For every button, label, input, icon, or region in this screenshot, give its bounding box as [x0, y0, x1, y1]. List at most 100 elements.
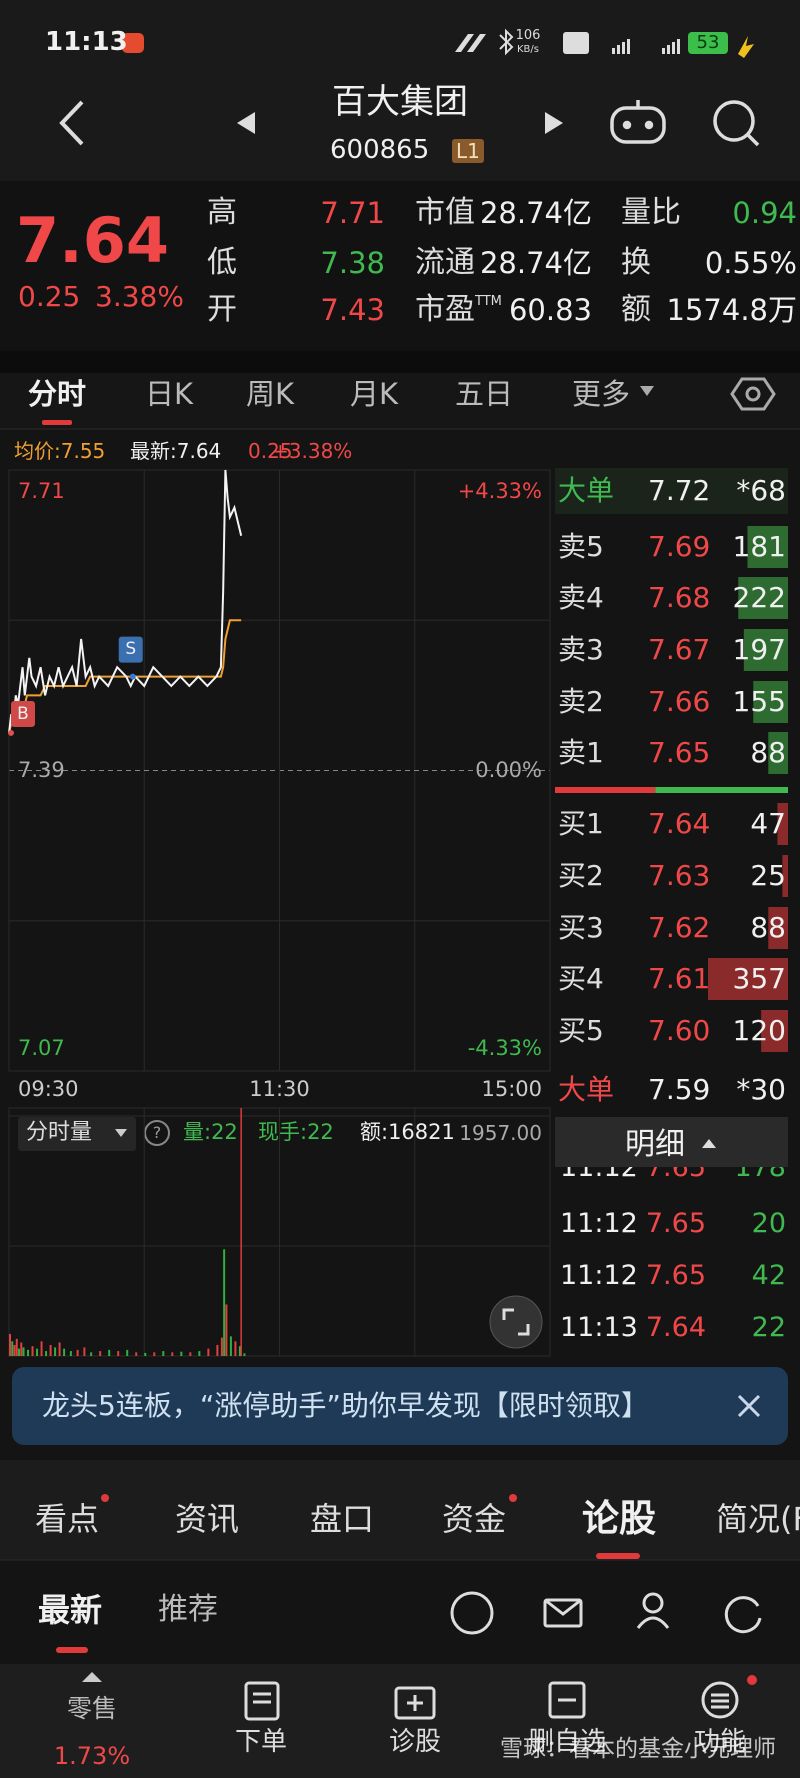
bottom-nav-bg — [0, 1664, 800, 1778]
sub-tab[interactable]: 最新 — [38, 1590, 103, 1629]
book-qty: *30 — [736, 1073, 786, 1107]
section-tab[interactable]: 资金 — [442, 1499, 507, 1538]
volume-bar — [234, 1341, 237, 1356]
book-label: 卖2 — [558, 685, 604, 719]
section-tab[interactable]: 简况(F — [716, 1499, 800, 1538]
search-button[interactable] — [713, 100, 760, 147]
last-price: 7.64 — [16, 203, 169, 277]
stat-value: 1574.8万 — [666, 292, 797, 327]
book-qty: 222 — [732, 581, 786, 615]
stat-value: 0.55% — [704, 245, 797, 280]
depth-bar — [761, 1010, 788, 1052]
section-tab[interactable]: 论股 — [582, 1496, 656, 1540]
trade-qty: 20 — [751, 1207, 786, 1239]
price-line — [8, 469, 243, 734]
nav-caret — [82, 1672, 102, 1682]
diagnose-icon[interactable] — [394, 1686, 436, 1720]
nav-item[interactable]: 诊股 — [388, 1727, 442, 1758]
promo-banner[interactable] — [12, 1367, 788, 1445]
battery-level: 53 — [696, 32, 720, 54]
volume-bar — [171, 1352, 174, 1356]
subtab-underline — [56, 1647, 88, 1653]
order-icon[interactable] — [244, 1681, 280, 1721]
volume-bar — [225, 1304, 228, 1356]
details-header[interactable] — [555, 1117, 788, 1167]
nav-item[interactable]: 零售 — [66, 1694, 118, 1723]
banner-close[interactable] — [737, 1394, 761, 1418]
book-label: 卖5 — [558, 530, 604, 564]
chart-tab[interactable]: 五日 — [455, 376, 514, 411]
chart-tab[interactable]: 日K — [145, 376, 194, 411]
chart-tab[interactable]: 周K — [246, 376, 295, 411]
assistant-button[interactable] — [610, 100, 666, 144]
book-label: 买3 — [558, 911, 604, 945]
book-price: 7.61 — [648, 962, 711, 996]
tab-bar-bg — [0, 373, 800, 429]
volume-amount: 额:16821 — [360, 1120, 455, 1145]
snowball-icon[interactable] — [450, 1591, 494, 1635]
stock-name: 百大集团 — [332, 81, 468, 122]
section-tab[interactable]: 资讯 — [175, 1499, 240, 1538]
chart-tab[interactable]: 月K — [350, 376, 399, 411]
settings-button[interactable] — [730, 377, 776, 411]
book-price: 7.62 — [648, 911, 711, 945]
tab-underline — [42, 420, 72, 425]
book-qty: 357 — [732, 962, 786, 996]
nav-item[interactable]: 下单 — [234, 1727, 288, 1758]
volume-selector-label[interactable]: 分时量 — [26, 1119, 93, 1145]
notice-dot — [509, 1494, 517, 1502]
more-caret — [640, 386, 654, 396]
x-tick-label: 15:00 — [481, 1077, 542, 1102]
volume-bar — [18, 1348, 21, 1356]
volume-selector[interactable] — [18, 1117, 136, 1151]
depth-bar — [753, 681, 788, 723]
book-price: 7.60 — [648, 1014, 711, 1048]
stat-label: 低 — [207, 245, 237, 280]
book-label: 卖3 — [558, 633, 604, 667]
refresh-icon[interactable] — [724, 1596, 762, 1634]
fullscreen-button[interactable] — [489, 1295, 543, 1349]
depth-bar — [708, 958, 788, 1000]
banner-text[interactable]: 龙头5连板，“涨停助手”助你早发现【限时领取】 — [42, 1389, 649, 1423]
volume-bar — [31, 1346, 34, 1356]
x-tick-label: 11:30 — [249, 1077, 310, 1102]
unfollow-icon[interactable] — [548, 1681, 586, 1719]
volume-caret — [115, 1129, 127, 1137]
book-label: 买5 — [558, 1014, 604, 1048]
prev-stock[interactable] — [237, 112, 255, 134]
help-circle[interactable] — [144, 1120, 170, 1146]
stat-label: 市值 — [415, 195, 475, 230]
section-tab[interactable]: 看点 — [35, 1499, 100, 1538]
back-button[interactable] — [59, 100, 84, 146]
book-label: 卖1 — [558, 736, 604, 770]
trade-time: 11:12 — [560, 1259, 638, 1291]
nav-item[interactable]: 功能 — [693, 1727, 747, 1758]
user-icon[interactable] — [642, 1592, 664, 1614]
nav-item[interactable]: 删自选 — [527, 1727, 607, 1758]
volume-bar — [198, 1351, 201, 1356]
chart-tab[interactable]: 分时 — [28, 376, 87, 411]
section-tab[interactable]: 盘口 — [310, 1499, 375, 1538]
bluetooth-icon — [499, 28, 514, 56]
top-bar-bg — [0, 0, 800, 181]
change: 0.25 — [248, 439, 293, 463]
depth-bar — [743, 629, 788, 671]
book-price: 7.65 — [648, 736, 711, 770]
menu-icon[interactable] — [701, 1681, 739, 1719]
stat-label: 开 — [207, 292, 237, 327]
next-stock[interactable] — [545, 112, 563, 134]
book-qty: 181 — [732, 530, 786, 564]
volume-bar — [40, 1341, 43, 1356]
volume-bar — [63, 1348, 66, 1356]
stat-sup: TTM — [475, 294, 502, 310]
volume-qty: 量:22 — [183, 1120, 238, 1145]
trade-point — [129, 673, 136, 680]
mail-icon[interactable] — [543, 1598, 583, 1628]
book-qty: 88 — [750, 736, 786, 770]
sub-tab[interactable]: 推荐 — [158, 1592, 218, 1627]
chart-tab[interactable]: 更多 — [572, 376, 631, 411]
volume-bar — [27, 1349, 30, 1356]
book-price: 7.64 — [648, 807, 711, 841]
stat-value: 7.43 — [320, 292, 385, 327]
stat-label: 高 — [207, 195, 237, 230]
